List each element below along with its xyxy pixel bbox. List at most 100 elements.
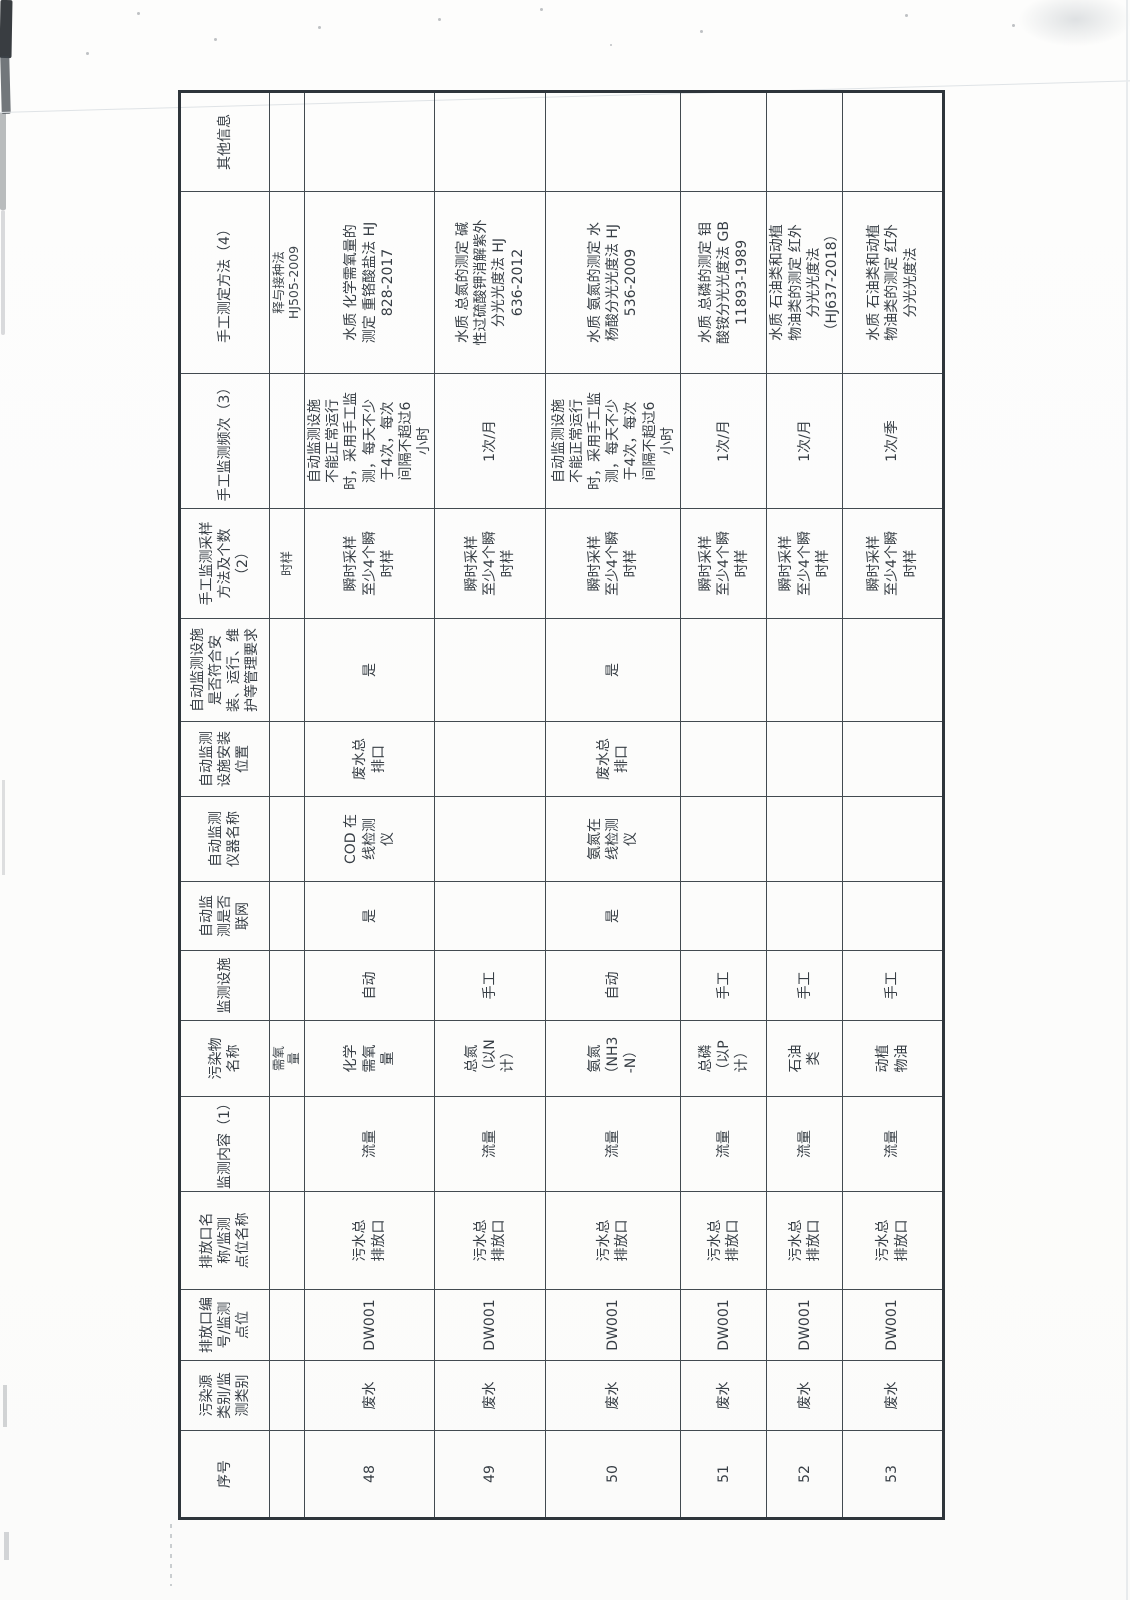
table-cell: 瞬时采样 至少4个瞬 时样 — [434, 508, 546, 619]
table-row: 50 废水 DW001 污水总 排放口 流量 氨氮 （NH3 -N） 自动是氨氮在 线检测 … — [545, 91, 681, 1519]
table-cell: 废水总 排口 — [304, 721, 435, 797]
table-cell: 需氧 量 — [269, 1020, 305, 1097]
table-cell: 水质 石油类和动植 物油类的测定 红外 分光光度法 — [842, 191, 944, 374]
table-cell: 52 — [766, 1430, 843, 1519]
scan-speck — [214, 38, 217, 41]
table-cell: 废水 — [842, 1360, 944, 1431]
table-cell — [766, 881, 843, 951]
table-cell — [842, 881, 944, 951]
table-cell — [842, 618, 944, 722]
column-header: 序号 — [179, 1430, 270, 1519]
table-cell: 1次/季 — [842, 373, 944, 509]
table-cell: 释与接种法 HJ505-2009 — [269, 191, 305, 374]
table-cell: 氨氮 （NH3 -N） — [545, 1020, 681, 1097]
table-cell — [434, 881, 546, 951]
scan-edge-streak — [4, 1532, 9, 1560]
table-cell — [269, 618, 305, 722]
table-cell: 是 — [545, 881, 681, 951]
table-cell — [545, 91, 681, 192]
table-cell: 流量 — [842, 1096, 944, 1192]
column-header: 手工监测采样 方法及个数 （2） — [179, 508, 270, 619]
table-cell: 废水 — [434, 1360, 546, 1431]
table-cell — [269, 950, 305, 1021]
table-cell: 瞬时采样 至少4个瞬 时样 — [842, 508, 944, 619]
header-row: 序号 污染源 类别/监 测类别 排放口编 号/监测 点位 排放口名 称/监测 点位名称… — [179, 91, 270, 1519]
scan-speck — [318, 26, 321, 29]
table-cell: 废水 — [680, 1360, 767, 1431]
table-cell — [842, 796, 944, 882]
table-cell: 1次/月 — [680, 373, 767, 509]
scan-speck — [905, 14, 908, 17]
table-cell: 自动监测设施 不能正常运行 时，采用手工监 测，每天不少 于4次，每次 间隔不超… — [304, 373, 435, 509]
table-cell: 水质 氨氮的测定 水 杨酸分光光度法 HJ 536-2009 — [545, 191, 681, 374]
monitoring-table: 序号 污染源 类别/监 测类别 排放口编 号/监测 点位 排放口名 称/监测 点位名称… — [178, 90, 946, 1520]
table-cell — [269, 721, 305, 797]
table-cell: 自动 — [545, 950, 681, 1021]
table-cell — [842, 721, 944, 797]
table-cell: 51 — [680, 1430, 767, 1519]
table-cell: 废水总 排口 — [545, 721, 681, 797]
table-row: 48 废水 DW001 污水总 排放口 流量 化学 需氧 量自动是 COD 在 线检测 仪废… — [304, 91, 435, 1519]
table-cell — [434, 618, 546, 722]
table-cell — [304, 91, 435, 192]
scan-edge-line — [1126, 0, 1128, 1600]
scan-edge-streak — [0, 0, 13, 59]
table-cell: 石油 类 — [766, 1020, 843, 1097]
table-cell: 污水总 排放口 — [545, 1191, 681, 1290]
table-cell — [766, 618, 843, 722]
table-cell: COD 在 线检测 仪 — [304, 796, 435, 882]
column-header: 手工测定方法（4） — [179, 191, 270, 374]
table-cell — [766, 91, 843, 192]
table-cell: 废水 — [545, 1360, 681, 1431]
table-cell: 氨氮在 线检测 仪 — [545, 796, 681, 882]
table-cell: 是 — [304, 881, 435, 951]
table-cell: 53 — [842, 1430, 944, 1519]
table-cell: 瞬时采样 至少4个瞬 时样 — [680, 508, 767, 619]
table-cell: 流量 — [304, 1096, 435, 1192]
column-header: 其他信息 — [179, 91, 270, 192]
table-cell — [269, 881, 305, 951]
table-cell: 废水 — [304, 1360, 435, 1431]
table-cell: 瞬时采样 至少4个瞬 时样 — [545, 508, 681, 619]
table-cell: 49 — [434, 1430, 546, 1519]
table-cell: 是 — [304, 618, 435, 722]
table-cell: 水质 总氮的测定 碱 性过硫酸钾消解紫外 分光光度法 HJ 636-2012 — [434, 191, 546, 374]
table-cell — [269, 1289, 305, 1361]
scan-edge-streak — [2, 780, 5, 875]
table-cell: 瞬时采样 至少4个瞬 时样 — [766, 508, 843, 619]
table-row-partial: 需氧 量 时样 释与接种法 HJ505-2009 — [269, 91, 305, 1519]
table-cell — [680, 721, 767, 797]
table-cell: 自动监测设施 不能正常运行 时，采用手工监 测，每天不少 于4次，每次 间隔不超… — [545, 373, 681, 509]
scan-speck — [540, 8, 543, 11]
table-cell: DW001 — [766, 1289, 843, 1361]
table-cell — [269, 373, 305, 509]
scan-speck — [1012, 24, 1015, 27]
table-cell — [842, 91, 944, 192]
table-cell: 流量 — [434, 1096, 546, 1192]
column-header: 监测内容（1） — [179, 1096, 270, 1192]
table-cell: 手工 — [766, 950, 843, 1021]
column-header: 污染源 类别/监 测类别 — [179, 1360, 270, 1431]
scan-edge-streak — [0, 55, 11, 115]
table-cell: 50 — [545, 1430, 681, 1519]
table-cell: 污水总 排放口 — [434, 1191, 546, 1290]
table-cell — [680, 796, 767, 882]
table-cell: 流量 — [766, 1096, 843, 1192]
column-header: 监测设施 — [179, 950, 270, 1021]
table-row: 52 废水 DW001 污水总 排放口 流量 石油 类手工 瞬时采样 至少4个瞬 时样 1次/… — [766, 91, 843, 1519]
table-cell — [434, 721, 546, 797]
scan-dotted-trail — [170, 1524, 172, 1586]
table-cell: 1次/月 — [766, 373, 843, 509]
monitoring-table-rotation-wrapper: 序号 污染源 类别/监 测类别 排放口编 号/监测 点位 排放口名 称/监测 点位名称… — [178, 90, 946, 1520]
table-cell: 污水总 排放口 — [304, 1191, 435, 1290]
table-cell: 48 — [304, 1430, 435, 1519]
column-header: 污染物 名称 — [179, 1020, 270, 1097]
column-header: 手工监测频次（3） — [179, 373, 270, 509]
table-cell — [269, 1430, 305, 1519]
table-cell: 水质 石油类和动植 物油类的测定 红外 分光光度法 （HJ637-2018） — [766, 191, 843, 374]
scan-edge-streak — [1, 210, 5, 335]
table-cell: 自动 — [304, 950, 435, 1021]
table-cell — [269, 91, 305, 192]
table-cell: DW001 — [304, 1289, 435, 1361]
table-row: 53 废水 DW001 污水总 排放口 流量 动植 物油 手工 瞬时采样 至少4个瞬 时样 1次… — [842, 91, 944, 1519]
